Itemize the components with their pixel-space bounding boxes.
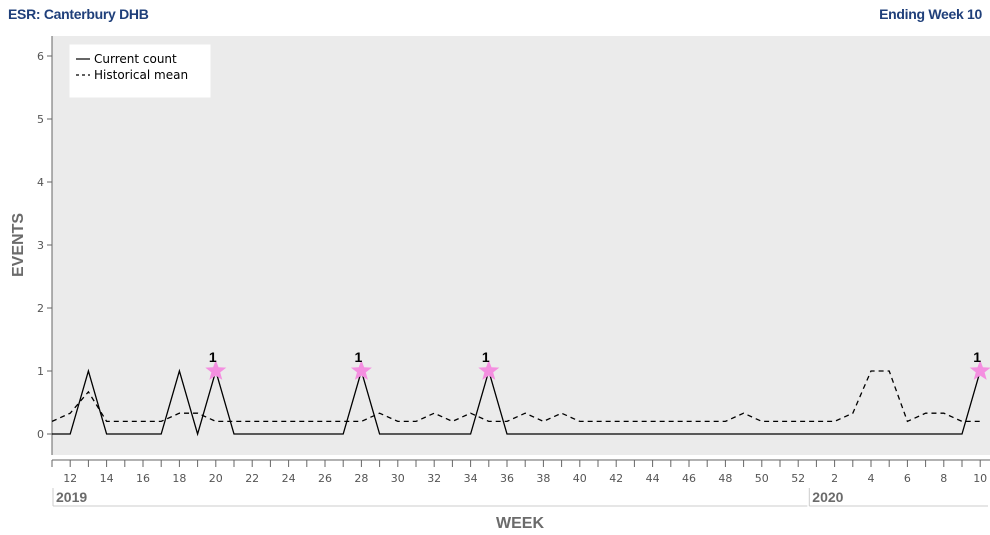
x-tick-label: 38 — [536, 472, 550, 485]
y-axis-title: EVENTS — [10, 213, 27, 277]
plot-area — [52, 36, 990, 455]
series-line-current-count — [52, 368, 981, 437]
x-tick-label: 36 — [500, 472, 514, 485]
y-tick-label: 0 — [37, 428, 44, 441]
x-tick-label: 16 — [136, 472, 150, 485]
x-axis-title: WEEK — [496, 515, 544, 532]
y-tick-label: 5 — [37, 113, 44, 126]
x-tick-label: 48 — [718, 472, 732, 485]
x-tick-label: 28 — [354, 472, 368, 485]
x-tick-label: 8 — [940, 472, 947, 485]
x-tick-label: 42 — [609, 472, 623, 485]
x-tick-label: 2 — [831, 472, 838, 485]
flagged-point-star — [350, 360, 372, 380]
x-tick-label: 34 — [464, 472, 478, 485]
legend-entry: Current count — [94, 52, 177, 66]
y-tick-label: 3 — [37, 239, 44, 252]
x-tick-label: 26 — [318, 472, 332, 485]
x-tick-label: 52 — [791, 472, 805, 485]
y-tick-label: 1 — [37, 365, 44, 378]
flagged-point-star — [205, 360, 227, 380]
x-tick-label: 14 — [100, 472, 114, 485]
x-tick-label: 30 — [391, 472, 405, 485]
x-tick-label: 32 — [427, 472, 441, 485]
year-label: 2019 — [56, 489, 87, 505]
flagged-point-star — [969, 360, 990, 380]
chart-title-right: Ending Week 10 — [879, 6, 982, 22]
x-tick-label: 10 — [973, 472, 987, 485]
y-tick-label: 4 — [37, 176, 44, 189]
x-tick-label: 4 — [868, 472, 875, 485]
flagged-point-label: 1 — [209, 349, 217, 365]
y-tick-label: 6 — [37, 50, 44, 63]
legend-entry: Historical mean — [94, 68, 188, 82]
x-tick-label: 40 — [573, 472, 587, 485]
flagged-point-label: 1 — [355, 349, 363, 365]
legend-box — [69, 44, 211, 98]
x-tick-label: 12 — [63, 472, 77, 485]
flagged-point-label: 1 — [973, 349, 981, 365]
x-tick-label: 18 — [172, 472, 186, 485]
flagged-point-label: 1 — [482, 349, 490, 365]
series-line-historical-mean — [51, 370, 981, 423]
x-tick-label: 20 — [209, 472, 223, 485]
x-tick-label: 24 — [282, 472, 296, 485]
x-tick-label: 22 — [245, 472, 259, 485]
year-label: 2020 — [812, 489, 843, 505]
x-tick-label: 50 — [755, 472, 769, 485]
chart-title-left: ESR: Canterbury DHB — [8, 6, 149, 22]
x-tick-label: 44 — [646, 472, 660, 485]
x-tick-label: 46 — [682, 472, 696, 485]
x-tick-label: 6 — [904, 472, 911, 485]
y-tick-label: 2 — [37, 302, 44, 315]
flagged-point-star — [478, 360, 500, 380]
